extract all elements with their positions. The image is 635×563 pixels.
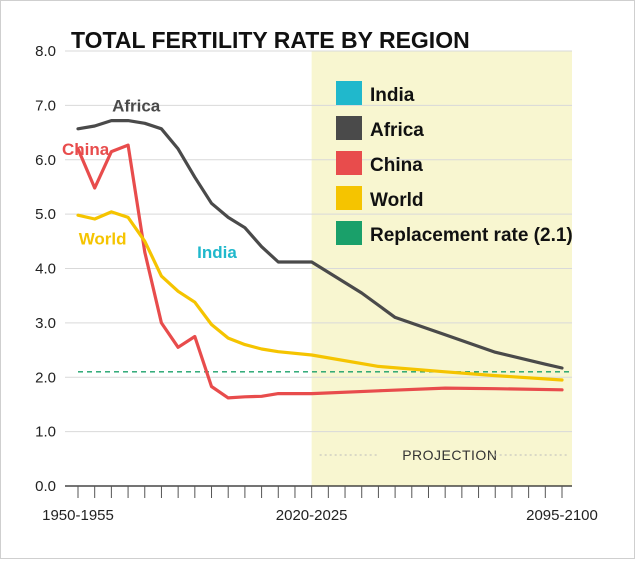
legend-label-world: World bbox=[370, 190, 423, 211]
y-tick-label: 4.0 bbox=[35, 261, 56, 278]
legend-swatch-world bbox=[336, 186, 362, 210]
y-tick-label: 7.0 bbox=[35, 97, 56, 114]
china-series-label: China bbox=[62, 140, 110, 159]
africa-line bbox=[76, 118, 564, 370]
legend-label-india: India bbox=[370, 85, 415, 106]
legend-swatch-africa bbox=[336, 116, 362, 140]
y-tick-label: 3.0 bbox=[35, 315, 56, 332]
x-tick-label: 2095-2100 bbox=[526, 507, 598, 524]
x-tick-label: 1950-1955 bbox=[42, 507, 114, 524]
projection-label: PROJECTION bbox=[402, 447, 497, 463]
legend-label-replacement-rate-2-1-: Replacement rate (2.1) bbox=[370, 225, 573, 246]
world-series-label: World bbox=[79, 230, 127, 249]
legend-swatch-india bbox=[336, 81, 362, 105]
china-line bbox=[76, 143, 564, 400]
x-tick-label: 2020-2025 bbox=[276, 507, 348, 524]
legend-swatch-replacement-rate-2-1- bbox=[336, 221, 362, 245]
legend-label-africa: Africa bbox=[370, 120, 424, 141]
legend-label-china: China bbox=[370, 155, 423, 176]
y-tick-label: 1.0 bbox=[35, 424, 56, 441]
chart-title: TOTAL FERTILITY RATE BY REGION bbox=[71, 27, 470, 53]
y-tick-label: 0.0 bbox=[35, 478, 56, 495]
africa-series-label: Africa bbox=[112, 96, 161, 115]
world-line bbox=[76, 210, 564, 382]
legend-swatch-china bbox=[336, 151, 362, 175]
y-tick-label: 6.0 bbox=[35, 152, 56, 169]
y-tick-label: 5.0 bbox=[35, 206, 56, 223]
y-tick-label: 2.0 bbox=[35, 369, 56, 386]
india-series-label: India bbox=[197, 243, 237, 262]
y-tick-label: 8.0 bbox=[35, 43, 56, 60]
